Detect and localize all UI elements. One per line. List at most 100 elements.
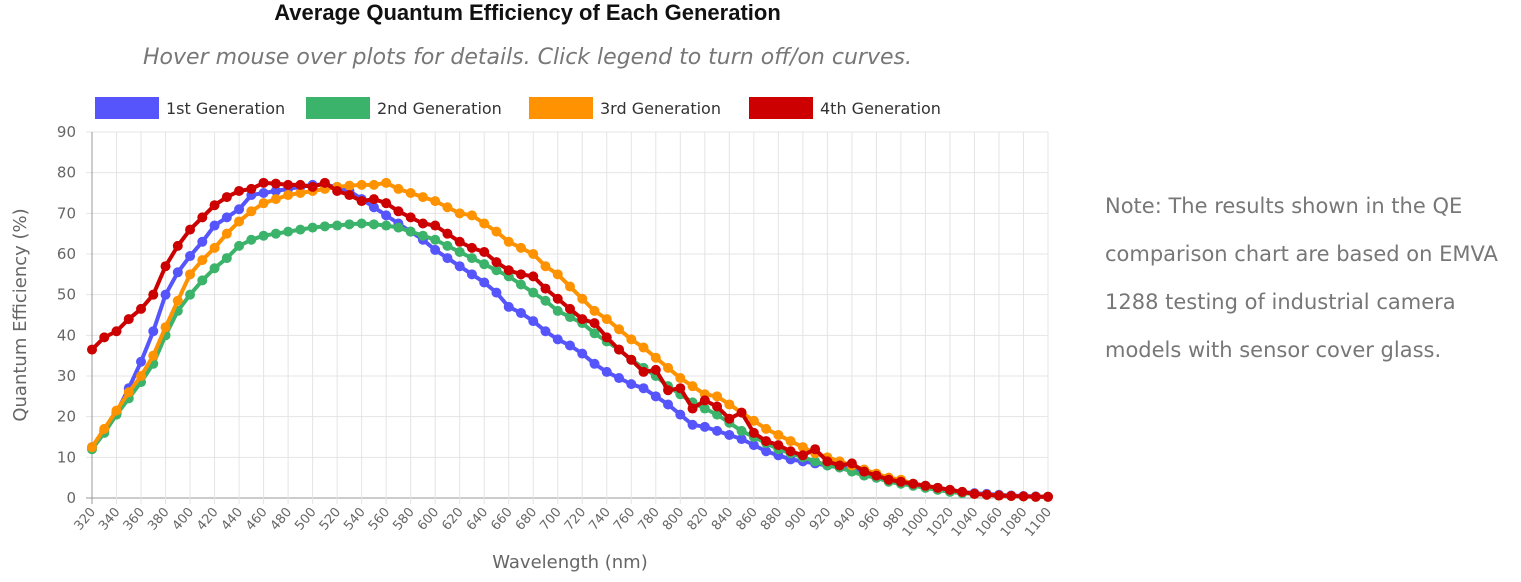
data-point[interactable] xyxy=(638,342,649,353)
data-point[interactable] xyxy=(381,210,392,221)
legend-item[interactable]: 3rd Generation xyxy=(600,99,721,118)
data-point[interactable] xyxy=(810,456,821,467)
data-point[interactable] xyxy=(393,206,404,217)
data-point[interactable] xyxy=(773,440,784,451)
data-point[interactable] xyxy=(663,399,674,410)
data-point[interactable] xyxy=(638,383,649,394)
data-point[interactable] xyxy=(552,293,563,304)
data-point[interactable] xyxy=(785,436,796,447)
data-point[interactable] xyxy=(295,188,306,198)
data-point[interactable] xyxy=(859,466,870,477)
data-point[interactable] xyxy=(221,212,232,223)
data-point[interactable] xyxy=(797,450,808,461)
data-point[interactable] xyxy=(87,442,97,453)
data-point[interactable] xyxy=(246,234,257,245)
data-point[interactable] xyxy=(503,236,514,247)
data-point[interactable] xyxy=(589,318,600,329)
data-point[interactable] xyxy=(981,489,992,500)
data-point[interactable] xyxy=(295,179,306,190)
data-point[interactable] xyxy=(381,198,392,209)
data-point[interactable] xyxy=(552,269,563,280)
data-point[interactable] xyxy=(491,287,502,298)
data-point[interactable] xyxy=(234,185,245,196)
data-point[interactable] xyxy=(528,249,539,259)
data-point[interactable] xyxy=(368,202,379,213)
data-point[interactable] xyxy=(712,425,723,436)
data-point[interactable] xyxy=(1030,491,1041,502)
data-point[interactable] xyxy=(724,429,735,440)
data-point[interactable] xyxy=(356,196,367,207)
data-point[interactable] xyxy=(172,295,183,306)
legend-item[interactable]: 4th Generation xyxy=(820,99,941,118)
data-point[interactable] xyxy=(712,391,723,402)
data-point[interactable] xyxy=(442,202,453,213)
data-point[interactable] xyxy=(123,387,134,398)
data-point[interactable] xyxy=(209,263,220,274)
data-point[interactable] xyxy=(540,295,551,306)
data-point[interactable] xyxy=(430,244,441,255)
data-point[interactable] xyxy=(663,385,674,396)
data-point[interactable] xyxy=(626,334,637,345)
data-point[interactable] xyxy=(479,259,490,270)
data-point[interactable] xyxy=(466,269,477,280)
data-point[interactable] xyxy=(221,253,232,264)
data-point[interactable] xyxy=(209,220,220,231)
data-point[interactable] xyxy=(761,423,772,434)
data-point[interactable] xyxy=(197,255,208,266)
data-point[interactable] xyxy=(724,399,735,410)
data-point[interactable] xyxy=(552,305,563,316)
data-point[interactable] xyxy=(515,279,526,290)
data-point[interactable] xyxy=(258,188,269,198)
data-point[interactable] xyxy=(172,267,183,278)
data-point[interactable] xyxy=(748,427,759,438)
data-point[interactable] xyxy=(479,246,490,257)
data-point[interactable] xyxy=(368,219,379,230)
data-point[interactable] xyxy=(577,293,588,304)
data-point[interactable] xyxy=(344,190,355,201)
data-point[interactable] xyxy=(748,415,759,426)
legend-swatch[interactable] xyxy=(95,97,159,119)
data-point[interactable] xyxy=(185,224,196,235)
data-point[interactable] xyxy=(491,257,502,268)
data-point[interactable] xyxy=(258,198,269,209)
data-point[interactable] xyxy=(540,326,551,337)
data-point[interactable] xyxy=(687,419,698,430)
data-point[interactable] xyxy=(577,314,588,325)
data-point[interactable] xyxy=(148,326,159,337)
data-point[interactable] xyxy=(283,190,294,201)
data-point[interactable] xyxy=(368,179,379,190)
data-point[interactable] xyxy=(430,196,441,207)
data-point[interactable] xyxy=(822,456,833,467)
data-point[interactable] xyxy=(491,265,502,276)
data-point[interactable] xyxy=(871,470,882,481)
data-point[interactable] xyxy=(356,218,367,229)
data-point[interactable] xyxy=(761,446,772,457)
data-point[interactable] xyxy=(185,251,196,262)
data-point[interactable] xyxy=(307,222,318,233)
data-point[interactable] xyxy=(430,220,441,231)
data-point[interactable] xyxy=(417,218,428,229)
data-point[interactable] xyxy=(87,344,97,355)
data-point[interactable] xyxy=(99,423,110,434)
data-point[interactable] xyxy=(466,253,477,264)
data-point[interactable] xyxy=(565,303,575,314)
data-point[interactable] xyxy=(160,322,171,333)
data-point[interactable] xyxy=(503,265,514,276)
data-point[interactable] xyxy=(687,403,698,414)
data-point[interactable] xyxy=(785,446,796,457)
data-point[interactable] xyxy=(319,221,330,232)
data-point[interactable] xyxy=(111,326,122,337)
data-point[interactable] xyxy=(565,281,575,292)
data-point[interactable] xyxy=(748,440,759,451)
data-point[interactable] xyxy=(1018,491,1029,502)
data-point[interactable] xyxy=(160,261,171,272)
data-point[interactable] xyxy=(699,403,710,414)
data-point[interactable] xyxy=(724,413,735,424)
data-point[interactable] xyxy=(895,476,906,487)
data-point[interactable] xyxy=(920,480,931,491)
data-point[interactable] xyxy=(466,242,477,253)
data-point[interactable] xyxy=(270,185,281,196)
data-point[interactable] xyxy=(136,303,147,314)
data-point[interactable] xyxy=(614,324,625,335)
data-point[interactable] xyxy=(638,366,649,377)
